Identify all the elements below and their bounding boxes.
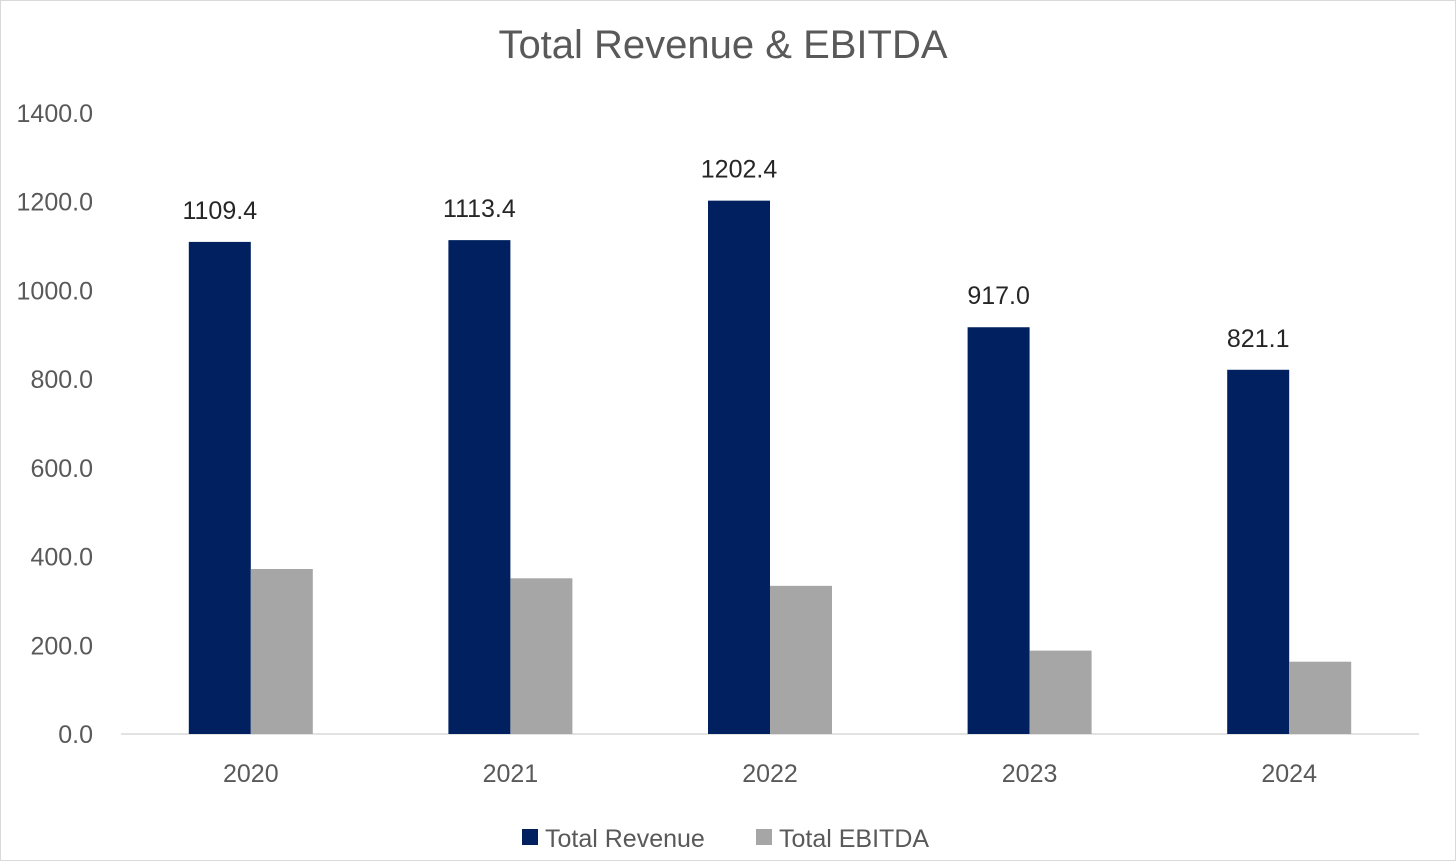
y-tick-label: 600.0 (30, 455, 93, 483)
legend-label: Total EBITDA (779, 825, 929, 853)
chart-title: Total Revenue & EBITDA (498, 23, 947, 67)
bar-total-revenue-2020 (188, 241, 251, 734)
bar-total-ebitda-2021 (510, 578, 573, 734)
bar-total-revenue-2022 (708, 200, 770, 734)
x-tick-label: 2023 (1002, 760, 1058, 788)
bar-total-ebitda-2023 (1029, 650, 1092, 734)
legend-swatch (522, 829, 538, 845)
data-label: 821.1 (1227, 325, 1290, 353)
data-label: 1202.4 (701, 156, 778, 184)
y-axis: 0.0 200.0 400.0 600.0 800.0 1000.0 1200.0 1400.… (17, 100, 93, 749)
bars (188, 200, 1352, 735)
bar-total-revenue-2024 (1227, 369, 1290, 734)
data-labels: 1109.4 1113.4 1202.4 917.0 821.1 (182, 156, 1289, 353)
bar-total-revenue-2021 (448, 240, 511, 735)
y-tick-label: 0.0 (58, 721, 93, 749)
y-tick-label: 200.0 (30, 632, 93, 660)
y-tick-label: 800.0 (30, 366, 93, 394)
x-tick-label: 2022 (742, 760, 798, 788)
x-axis: 2020 2021 2022 2023 2024 (121, 733, 1419, 788)
x-tick-label: 2024 (1261, 760, 1317, 788)
legend-swatch (756, 829, 772, 845)
legend: Total Revenue Total EBITDA (522, 825, 929, 853)
y-tick-label: 1400.0 (17, 100, 93, 128)
y-tick-label: 400.0 (30, 544, 93, 572)
legend-label: Total Revenue (545, 825, 705, 853)
bar-total-ebitda-2024 (1289, 661, 1352, 734)
bar-total-ebitda-2020 (250, 568, 313, 734)
bar-total-ebitda-2022 (770, 585, 832, 734)
x-tick-label: 2020 (223, 760, 279, 788)
y-tick-label: 1000.0 (17, 277, 93, 305)
bar-total-revenue-2023 (967, 327, 1030, 734)
data-label: 917.0 (967, 282, 1030, 310)
y-tick-label: 1200.0 (17, 189, 93, 217)
data-label: 1109.4 (182, 197, 257, 225)
x-tick-label: 2021 (483, 760, 539, 788)
data-label: 1113.4 (443, 195, 516, 223)
